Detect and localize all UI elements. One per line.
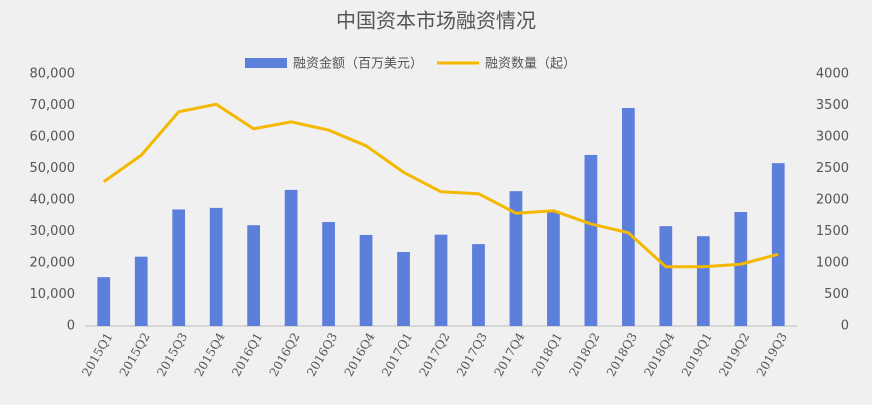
bar	[509, 191, 523, 326]
bar	[659, 226, 673, 326]
chart-title: 中国资本市场融资情况	[336, 9, 536, 33]
y-tick-label: 70,000	[30, 98, 76, 113]
y-tick-label: 60,000	[30, 130, 76, 145]
y2-tick-label: 3000	[816, 130, 849, 145]
bar	[97, 277, 111, 326]
y2-tick-label: 500	[824, 287, 849, 302]
y-tick-label: 40,000	[30, 193, 76, 208]
y2-tick-label: 0	[841, 319, 849, 334]
y2-tick-label: 2500	[816, 161, 849, 176]
bar	[472, 244, 485, 326]
bar	[547, 211, 560, 326]
y-tick-label: 50,000	[30, 161, 76, 176]
bar	[284, 189, 298, 326]
bar	[434, 234, 448, 326]
y2-tick-label: 3500	[816, 98, 849, 113]
y2-tick-label: 2000	[816, 193, 849, 208]
bar	[172, 209, 186, 326]
bar	[134, 256, 148, 326]
y-tick-label: 80,000	[30, 67, 76, 82]
y-tick-label: 20,000	[30, 256, 76, 271]
y2-tick-label: 1500	[816, 224, 849, 239]
y-tick-label: 10,000	[30, 287, 76, 302]
y-tick-label: 30,000	[30, 224, 76, 239]
bar	[397, 251, 410, 326]
bar	[247, 225, 261, 326]
bar	[734, 211, 748, 326]
legend-swatch	[245, 58, 287, 68]
y-tick-label: 0	[67, 319, 75, 334]
y2-tick-label: 1000	[816, 256, 849, 271]
bar	[771, 163, 785, 326]
legend-label: 融资金额（百万美元）	[293, 56, 423, 72]
legend-label: 融资数量（起）	[485, 57, 576, 72]
bar	[209, 207, 223, 326]
bar	[696, 236, 710, 326]
y2-tick-label: 4000	[816, 67, 849, 82]
bar	[359, 234, 373, 326]
bar	[621, 108, 635, 327]
bar	[322, 222, 335, 326]
bar	[584, 154, 598, 326]
line	[102, 102, 779, 269]
